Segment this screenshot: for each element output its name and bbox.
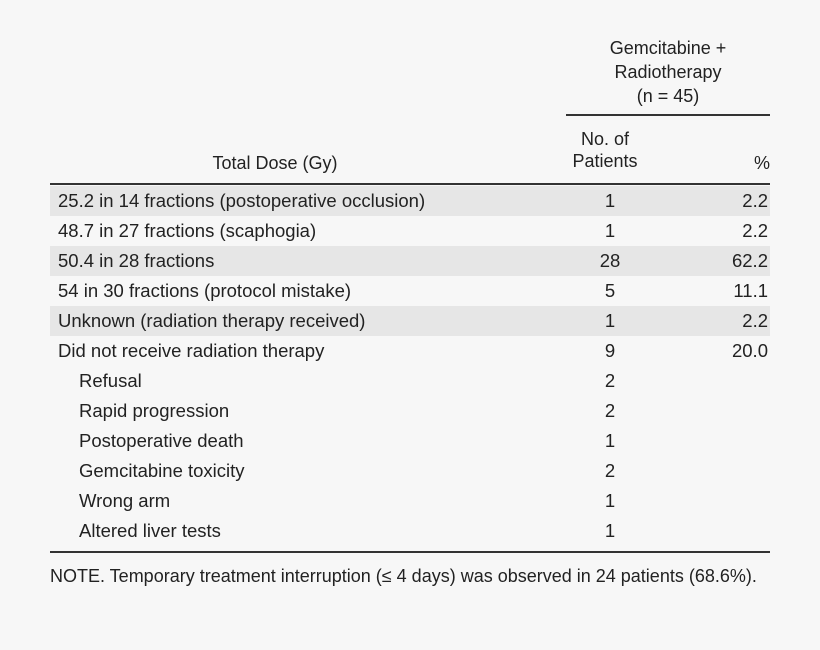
table-row: Altered liver tests 1	[50, 516, 770, 546]
row-percent: 2.2	[742, 190, 768, 211]
table-row: 25.2 in 14 fractions (postoperative occl…	[50, 186, 770, 216]
row-percent: 62.2	[731, 250, 768, 271]
column-header-percent: %	[753, 153, 770, 173]
column-header-patients: No. of Patients	[560, 128, 650, 172]
row-patients: 2	[604, 370, 616, 391]
table-note: NOTE. Temporary treatment interruption (…	[50, 566, 757, 586]
row-label: 54 in 30 fractions (protocol mistake)	[58, 280, 352, 301]
column-header-line: Patients	[572, 151, 638, 171]
row-label: Altered liver tests	[79, 520, 221, 541]
table-row: 54 in 30 fractions (protocol mistake) 5 …	[50, 276, 770, 306]
column-header-line: No. of	[580, 129, 630, 149]
row-label: Postoperative death	[79, 430, 244, 451]
table-row: 48.7 in 27 fractions (scaphogia) 1 2.2	[50, 216, 770, 246]
row-patients: 1	[604, 490, 616, 511]
row-label: Wrong arm	[79, 490, 171, 511]
row-patients: 5	[604, 280, 616, 301]
row-label: Did not receive radiation therapy	[58, 340, 325, 361]
group-header-line: Gemcitabine +	[609, 38, 727, 58]
table-row: 50.4 in 28 fractions 28 62.2	[50, 246, 770, 276]
row-percent: 20.0	[731, 340, 768, 361]
row-percent: 11.1	[733, 280, 768, 301]
row-label: Unknown (radiation therapy received)	[58, 310, 366, 331]
table-row: Wrong arm 1	[50, 486, 770, 516]
row-label: 48.7 in 27 fractions (scaphogia)	[58, 220, 317, 241]
table-row: Refusal 2	[50, 366, 770, 396]
row-patients: 2	[604, 460, 616, 481]
group-header-line: (n = 45)	[636, 86, 700, 106]
row-patients: 1	[604, 220, 616, 241]
table-row: Rapid progression 2	[50, 396, 770, 426]
table-body: 25.2 in 14 fractions (postoperative occl…	[50, 186, 770, 546]
table-row: Did not receive radiation therapy 9 20.0	[50, 336, 770, 366]
row-patients: 1	[604, 520, 616, 541]
row-label: Gemcitabine toxicity	[79, 460, 245, 481]
group-header: Gemcitabine + Radiotherapy (n = 45)	[566, 36, 770, 108]
table-row: Gemcitabine toxicity 2	[50, 456, 770, 486]
row-label: Rapid progression	[79, 400, 230, 421]
group-header-line: Radiotherapy	[614, 62, 722, 82]
row-label: Refusal	[79, 370, 142, 391]
table-row: Postoperative death 1	[50, 426, 770, 456]
row-patients: 28	[599, 250, 621, 271]
row-patients: 2	[604, 400, 616, 421]
table-bottom-rule	[50, 551, 770, 553]
group-header-rule	[566, 114, 770, 116]
row-patients: 1	[604, 310, 616, 331]
row-patients: 1	[604, 430, 616, 451]
row-patients: 1	[604, 190, 616, 211]
table-row: Unknown (radiation therapy received) 1 2…	[50, 306, 770, 336]
row-label: 25.2 in 14 fractions (postoperative occl…	[58, 190, 426, 211]
column-header-total-dose: Total Dose (Gy)	[212, 153, 338, 173]
row-percent: 2.2	[742, 310, 768, 331]
table-top-rule	[50, 183, 770, 185]
row-label: 50.4 in 28 fractions	[58, 250, 215, 271]
row-patients: 9	[604, 340, 616, 361]
row-percent: 2.2	[742, 220, 768, 241]
